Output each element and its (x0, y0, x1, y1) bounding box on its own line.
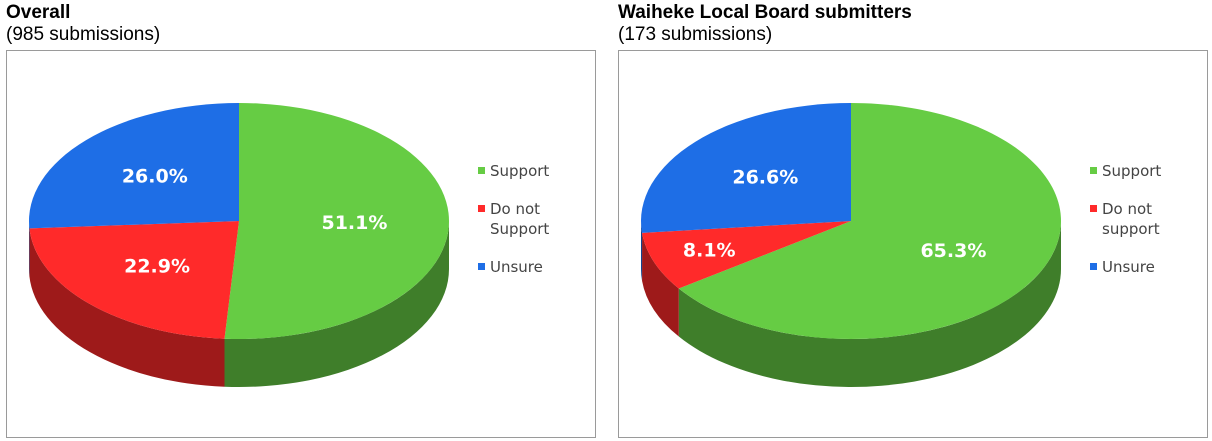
legend-item: Unsure (478, 257, 596, 277)
pie-data-label: 26.6% (732, 166, 798, 188)
legend-swatch (1090, 205, 1097, 212)
pie-top-group (28, 103, 450, 339)
pie-data-label: 26.0% (122, 166, 188, 188)
legend-label: Do not support (1102, 200, 1160, 238)
pie-slice-side (224, 221, 449, 388)
pie-slice (641, 103, 851, 233)
chart-panel-overall: Overall (985 submissions) 51.1% 22.9% 26.0… (6, 0, 606, 441)
pie-chart: 65.3% 8.1% 26.6% (641, 103, 1061, 387)
legend-item: Unsure (1090, 257, 1208, 277)
legend-item: Support (478, 161, 596, 181)
pie-slice (224, 103, 450, 339)
chart-panel-waiheke: Waiheke Local Board submitters (173 subm… (618, 0, 1212, 441)
pie-data-label: 65.3% (920, 240, 986, 262)
pie-side-group (29, 221, 449, 388)
legend-swatch (478, 167, 485, 174)
legend-label: Do not Support (490, 200, 550, 238)
legend-swatch (1090, 263, 1097, 270)
legend-item: Do not support (1090, 199, 1208, 239)
chart-title: Waiheke Local Board submitters (618, 2, 912, 23)
pie-slice-side (29, 228, 225, 387)
pie-data-label: 8.1% (683, 240, 736, 262)
legend-label: Unsure (490, 258, 543, 276)
pie-chart: 51.1% 22.9% 26.0% (28, 103, 450, 388)
pie-slice-side (678, 221, 1061, 387)
pie-slice (678, 103, 1061, 339)
legend-item: Do not Support (478, 199, 596, 239)
pie-side-group (641, 221, 1061, 387)
chart-legend: Support Do not Support Unsure (478, 161, 596, 295)
pie-slice-side (641, 221, 643, 281)
legend-swatch (478, 205, 485, 212)
legend-label: Support (1102, 162, 1162, 180)
pie-data-label: 51.1% (321, 212, 387, 234)
pie-slice (28, 103, 239, 229)
legend-item: Support (1090, 161, 1208, 181)
chart-area: 65.3% 8.1% 26.6% Support Do not support Un… (618, 50, 1208, 438)
legend-label: Support (490, 162, 550, 180)
pie-data-label: 22.9% (124, 256, 190, 278)
chart-area: 51.1% 22.9% 26.0% Support Do not Support U… (6, 50, 596, 438)
pie-slice (642, 221, 851, 289)
chart-legend: Support Do not support Unsure (1090, 161, 1208, 295)
pie-slice (29, 221, 240, 339)
chart-title: Overall (6, 2, 71, 23)
legend-swatch (478, 263, 485, 270)
legend-swatch (1090, 167, 1097, 174)
chart-subtitle: (985 submissions) (6, 24, 161, 45)
pie-slice-side (642, 232, 679, 337)
chart-subtitle: (173 submissions) (618, 24, 773, 45)
legend-label: Unsure (1102, 258, 1155, 276)
pie-top-group (641, 103, 1061, 339)
